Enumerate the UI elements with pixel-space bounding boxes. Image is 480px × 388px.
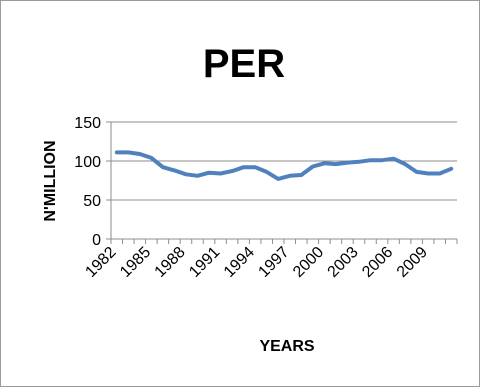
data-point	[115, 150, 119, 154]
x-axis-label: YEARS	[259, 338, 314, 355]
y-axis-label: N'MILLION	[42, 140, 59, 221]
data-point	[149, 156, 153, 160]
data-point	[172, 168, 176, 172]
data-point	[357, 160, 361, 164]
y-tick-label: 50	[83, 193, 101, 210]
data-point	[345, 161, 349, 165]
data-point	[196, 174, 199, 178]
chart-title: PER	[203, 42, 285, 86]
data-point	[242, 165, 246, 169]
x-tick-label: 1988	[152, 244, 189, 281]
data-point	[334, 162, 338, 166]
series	[114, 150, 454, 181]
x-tick-label: 2009	[394, 244, 431, 281]
data-point	[265, 170, 269, 174]
data-point	[369, 158, 372, 162]
x-tick-label: 2000	[290, 244, 327, 281]
data-point	[288, 174, 292, 178]
data-point	[219, 171, 223, 175]
x-tick-label: 1985	[117, 244, 154, 281]
series-line	[114, 150, 454, 181]
y-tick-label: 100	[74, 154, 101, 171]
x-tick-label: 1997	[255, 244, 292, 281]
data-point	[415, 170, 419, 174]
data-point	[230, 169, 234, 173]
x-tick-label: 2003	[325, 244, 362, 281]
y-axis-ticks: 0 50 100 150	[74, 115, 111, 249]
data-point	[380, 158, 384, 162]
x-tick-label: 1994	[221, 244, 258, 281]
data-point	[138, 152, 142, 156]
data-point	[184, 172, 188, 176]
x-tick-label: 2006	[359, 244, 396, 281]
data-point	[426, 171, 430, 175]
data-point	[299, 173, 303, 177]
x-tick-label: 1991	[186, 244, 223, 281]
y-tick-label: 0	[92, 232, 101, 249]
data-point	[392, 157, 396, 161]
data-point	[311, 164, 315, 168]
y-tick-label: 150	[74, 115, 101, 132]
data-point	[207, 171, 211, 175]
data-point	[322, 161, 326, 165]
data-point	[161, 165, 165, 169]
data-point	[438, 171, 442, 175]
data-point	[449, 167, 453, 171]
data-point	[126, 150, 130, 154]
grid	[111, 121, 457, 201]
data-point	[276, 177, 280, 181]
x-tick-label: 1982	[82, 244, 119, 281]
data-point	[403, 162, 407, 166]
data-point	[253, 165, 257, 169]
